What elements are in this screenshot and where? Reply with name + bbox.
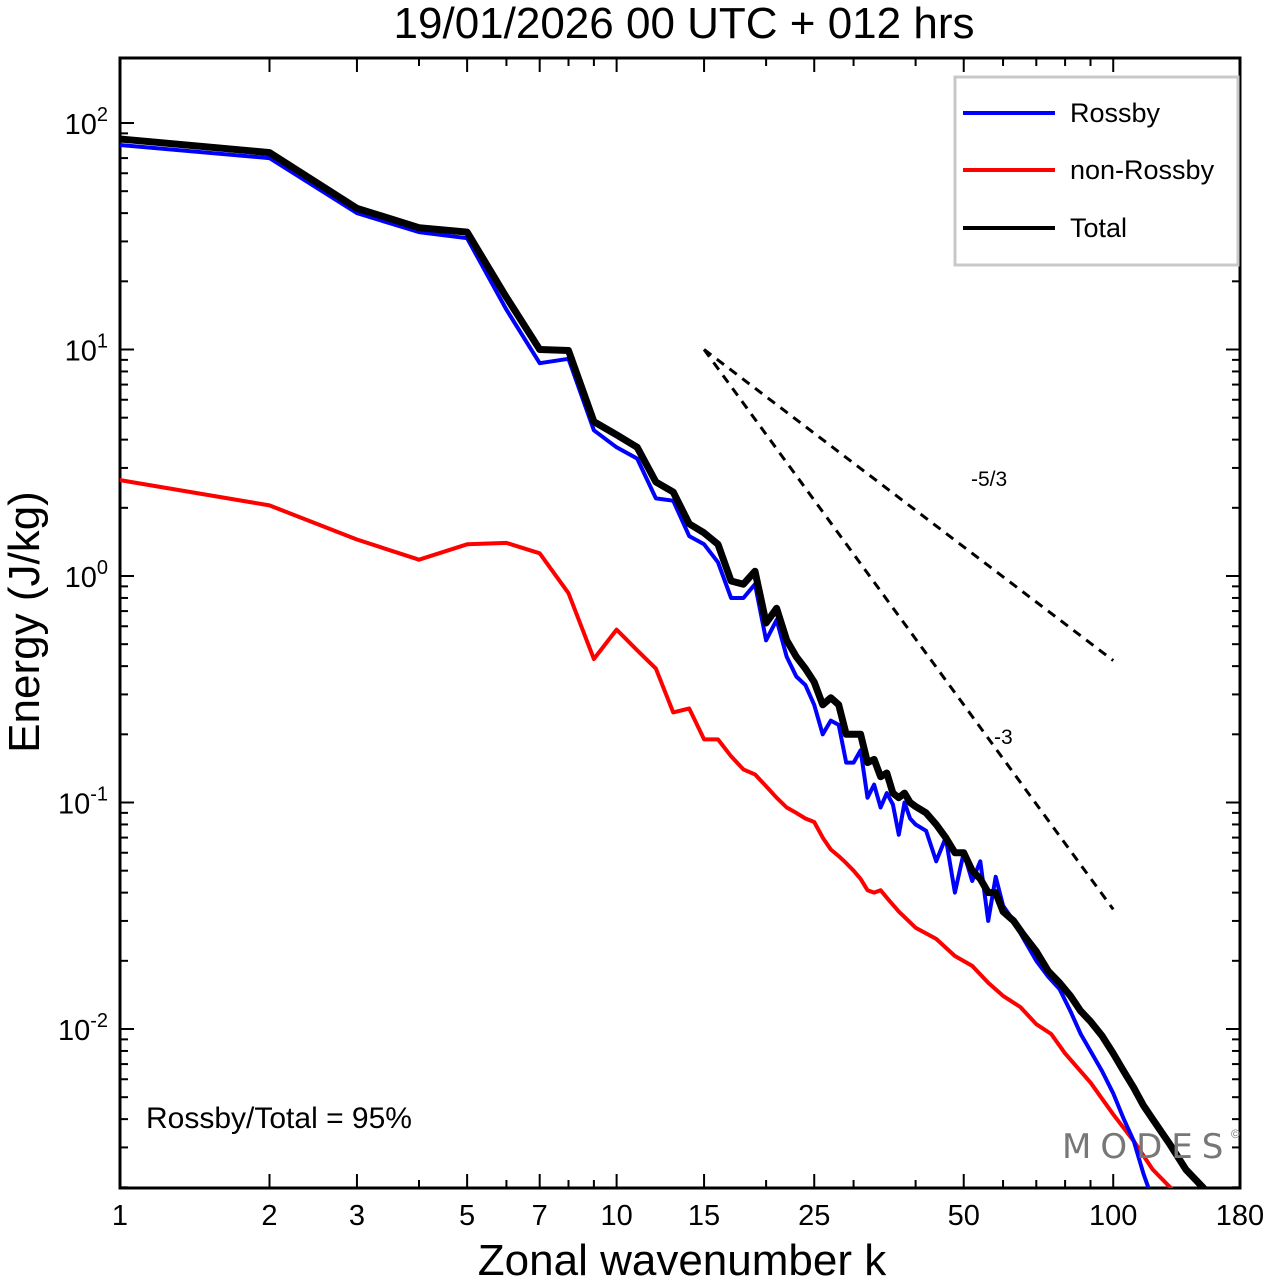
series-line-non-rossby [120,478,1174,1188]
x-tick-label: 3 [349,1200,365,1232]
x-tick-label: 50 [948,1200,980,1232]
slope-line-three [702,348,1115,911]
x-tick-label: 25 [798,1200,830,1232]
modes-watermark: MODES [1062,1127,1232,1167]
x-tick-label: 5 [459,1200,475,1232]
x-tick-label: 1 [112,1200,128,1232]
y-tick-label: 10-1 [58,784,108,821]
x-axis-ticks: 1 2 3 5 7 10 15 25 50 100 180 [112,58,1264,1232]
x-tick-label: 15 [688,1200,720,1232]
legend: Rossby non-Rossby Total [953,75,1240,267]
y-tick-label: 10-2 [58,1010,108,1047]
rossby-ratio-annotation: Rossby/Total = 95% [146,1102,412,1135]
x-tick-label: 2 [261,1200,277,1232]
x-tick-label: 7 [532,1200,548,1232]
y-tick-label: 100 [65,557,108,594]
x-tick-label: 100 [1089,1200,1137,1232]
copyright-mark: © [1231,1127,1240,1141]
legend-label-rossby: Rossby [1070,98,1161,128]
y-tick-label: 101 [65,331,108,368]
series-line-total [120,135,1209,1188]
data-series [120,135,1209,1188]
slope-label-five-thirds: -5/3 [971,468,1007,491]
plot-frame [118,56,1242,1190]
legend-box [953,75,1240,267]
chart-title: 19/01/2026 00 UTC + 012 hrs [394,0,975,48]
y-axis-label: Energy (J/kg) [0,491,49,753]
slope-label-three: -3 [994,726,1013,749]
legend-label-non-rossby: non-Rossby [1070,155,1215,185]
x-axis-label: Zonal wavenumber k [478,1236,887,1281]
x-tick-label: 180 [1216,1200,1264,1232]
legend-label-total: Total [1070,213,1127,243]
x-tick-label: 10 [600,1200,632,1232]
series-line-rossby [120,143,1151,1188]
slope-line-five-thirds [703,348,1115,662]
reference-slopes [702,348,1115,911]
y-tick-label: 102 [65,104,108,141]
